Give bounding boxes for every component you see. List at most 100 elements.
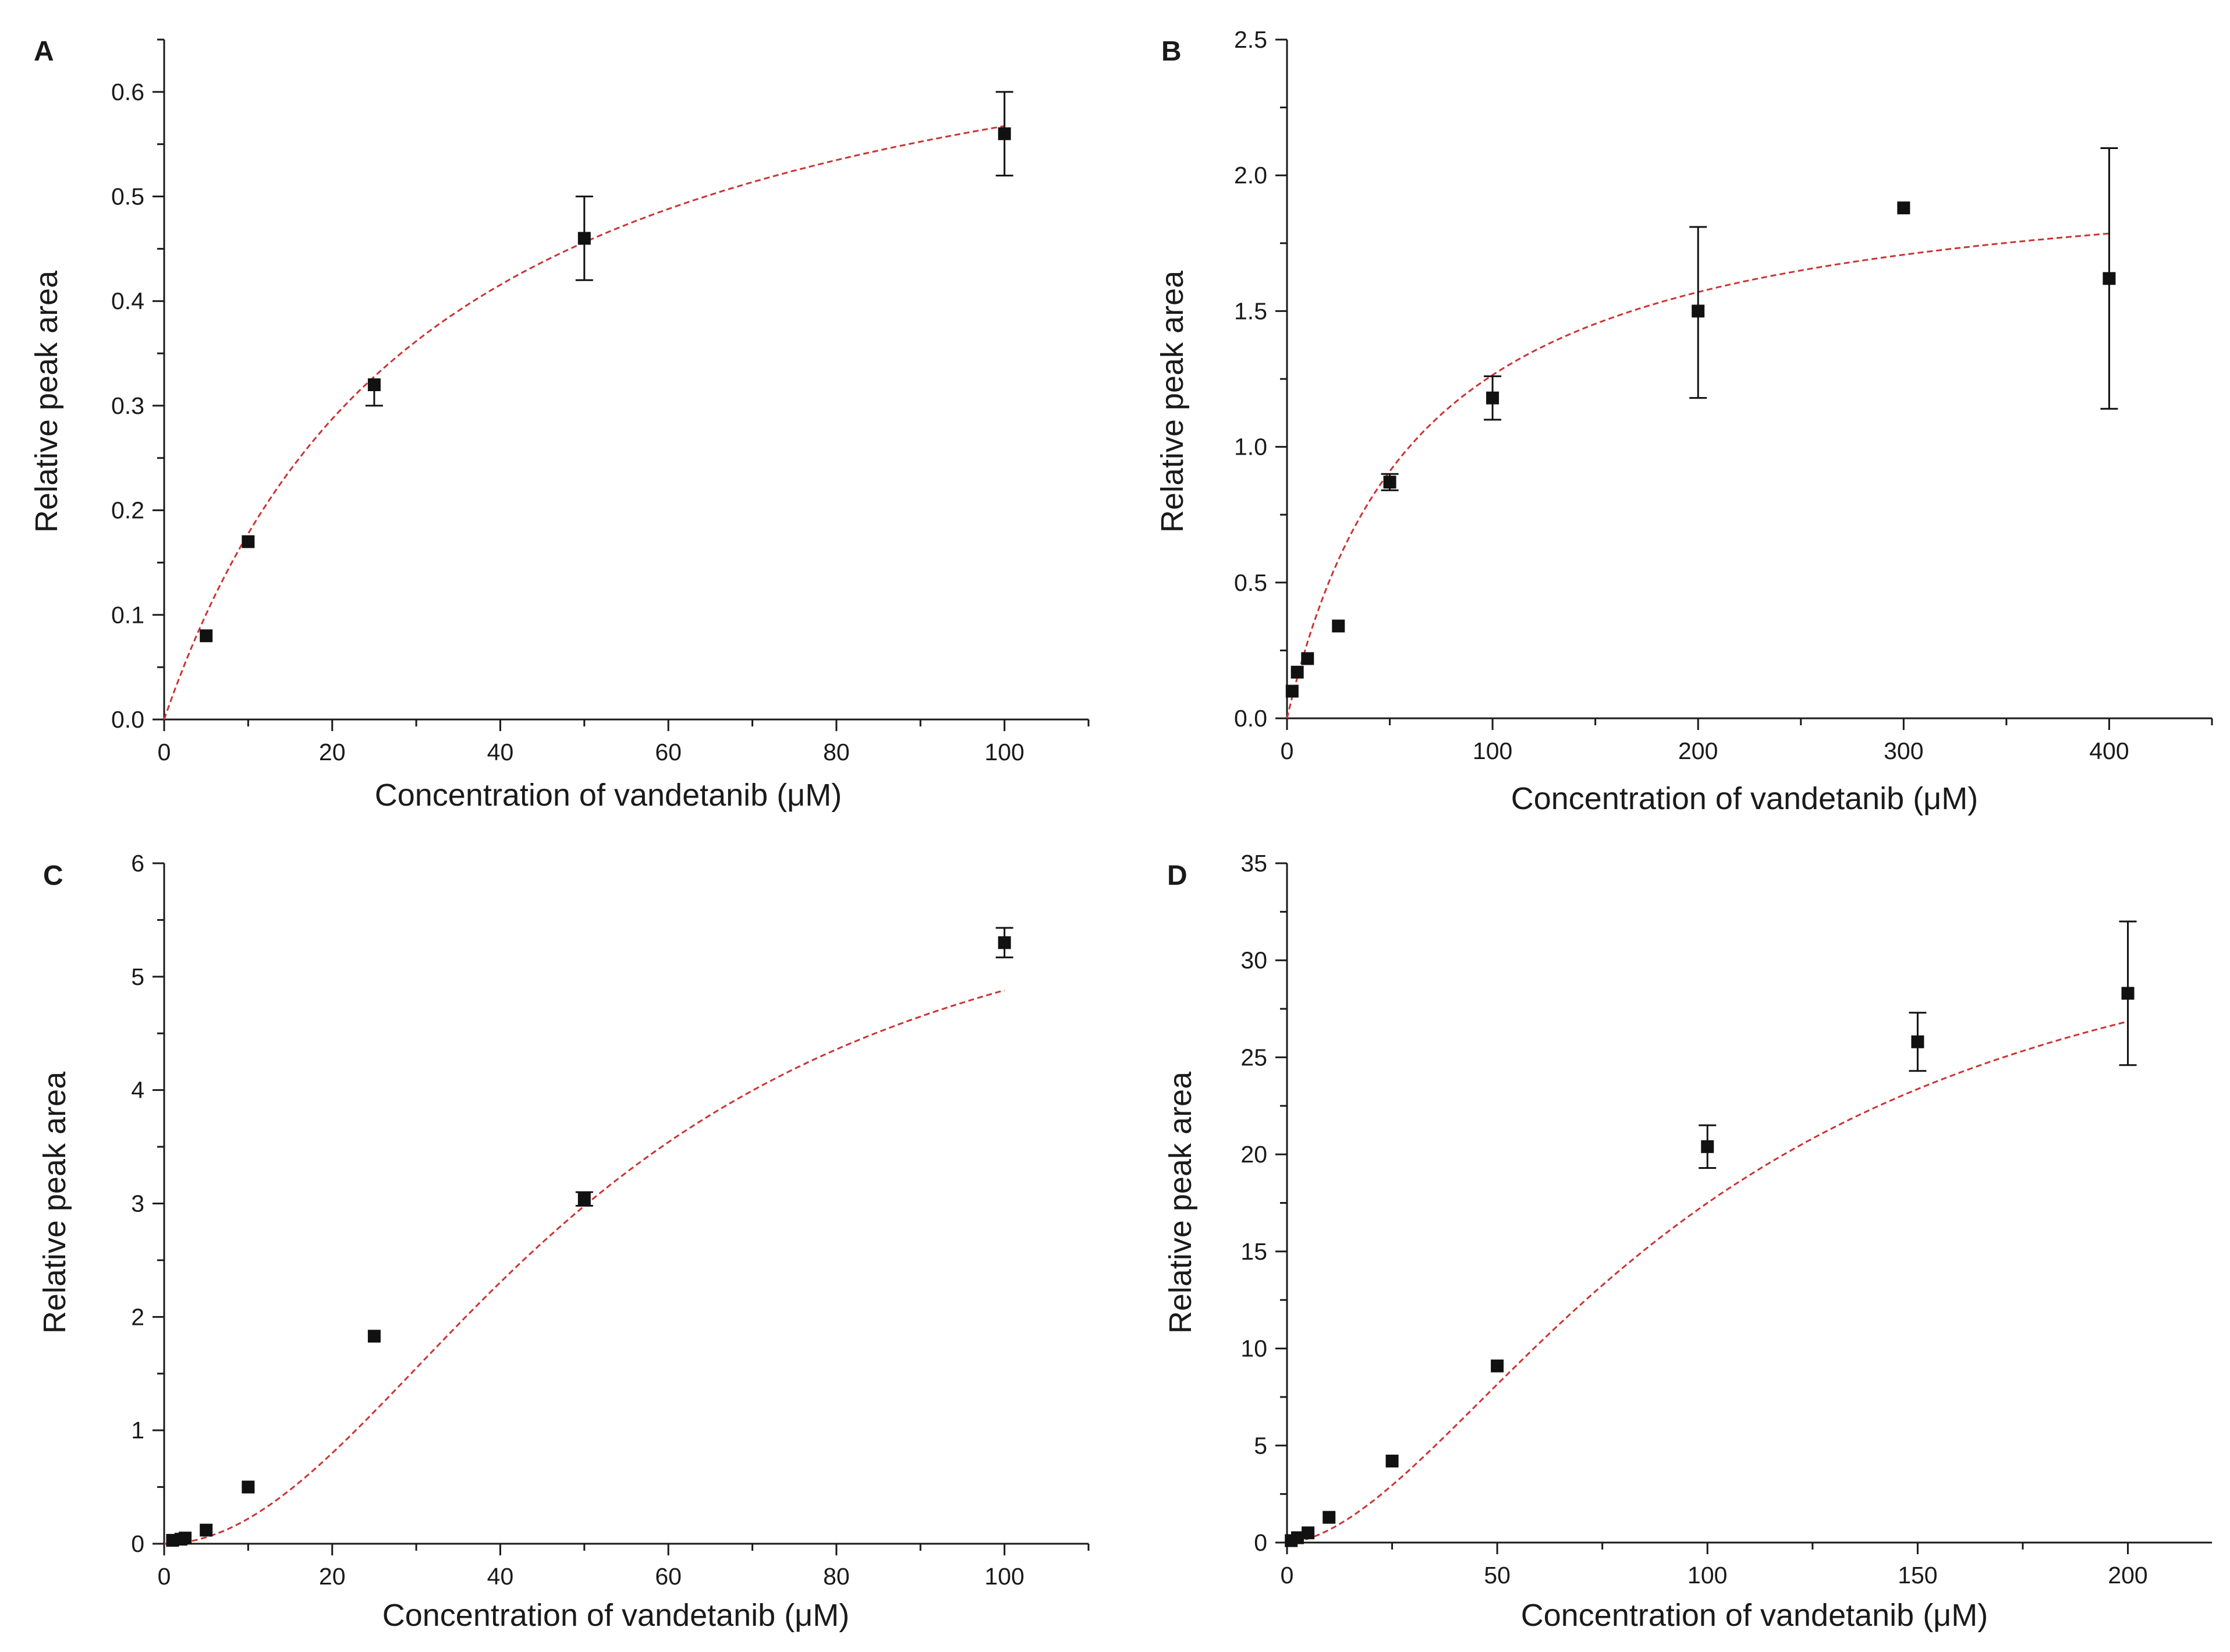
panel-d-fit-curve xyxy=(1286,1020,2128,1544)
panel-d-data-point xyxy=(1291,1531,1304,1544)
panel-d-x-tick-label: 0 xyxy=(1281,1562,1294,1589)
panel-b-data-point xyxy=(1692,304,1705,318)
panel-d-y-tick-label: 10 xyxy=(1240,1335,1267,1362)
panel-d-data-point xyxy=(1491,1359,1504,1373)
panel-c: C 0 20 40 60 80 100 0 1 2 3 4 5 6 Concentration of v… xyxy=(37,850,1090,1633)
panel-a-data-point xyxy=(242,535,255,548)
panel-d-data-point xyxy=(2121,987,2135,1000)
panel-b-marks: 0 100 200 300 400 0.0 0.5 1.0 1.5 2.0 2.5 xyxy=(1234,26,2213,764)
panel-b-data-point xyxy=(1383,476,1396,489)
panel-d-label: D xyxy=(1167,860,1187,891)
panel-a-x-axis-title: Concentration of vandetanib (μM) xyxy=(375,778,842,813)
panel-b-y-axis-title: Relative peak area xyxy=(1155,270,1190,533)
panel-d-error-bar xyxy=(2119,920,2137,1066)
panel-d-x-tick-label: 150 xyxy=(1898,1562,1937,1589)
panel-b-y-tick-label: 2.5 xyxy=(1234,26,1267,53)
panel-b-y-tick-label: 0.0 xyxy=(1234,705,1267,732)
panel-c-data-point xyxy=(242,1480,255,1494)
panel-b-x-tick-label: 0 xyxy=(1281,738,1294,764)
panel-c-y-tick-label: 2 xyxy=(131,1303,144,1330)
panel-a-x-tick-label: 20 xyxy=(319,739,346,765)
panel-b-x-tick-label: 400 xyxy=(2089,738,2129,764)
panel-c-plot-area xyxy=(164,863,1089,1544)
panel-d-y-tick-label: 15 xyxy=(1240,1238,1267,1265)
panel-a-y-tick-label: 0.0 xyxy=(111,706,144,733)
panel-b-data-point xyxy=(1301,652,1314,665)
panel-a-y-tick-label: 0.6 xyxy=(111,79,144,105)
panel-a-error-bar xyxy=(575,196,593,281)
panel-b-y-tick-label: 0.5 xyxy=(1234,569,1267,596)
panel-d-x-tick-label: 100 xyxy=(1687,1562,1727,1589)
panel-b-x-tick-label: 300 xyxy=(1884,738,1923,764)
panel-b-data-point xyxy=(1332,619,1345,633)
panel-c-label: C xyxy=(43,860,63,891)
panel-a: A 0 20 40 60 80 100 0.0 0.1 0.2 0.3 0.4 0.5 0.6 Conc… xyxy=(29,36,1090,813)
panel-b-label: B xyxy=(1161,36,1182,67)
panel-c-y-tick-label: 5 xyxy=(131,963,144,990)
panel-b-y-tick-label: 1.5 xyxy=(1234,297,1267,324)
panel-d-data-point xyxy=(1911,1035,1924,1048)
panel-c-x-tick-label: 100 xyxy=(984,1563,1024,1590)
panel-b-x-axis-title: Concentration of vandetanib (μM) xyxy=(1511,781,1979,816)
panel-a-y-axis-title: Relative peak area xyxy=(29,270,64,533)
panel-a-x-tick-label: 100 xyxy=(984,739,1024,765)
panel-b-data-point xyxy=(1897,201,1910,215)
panel-a-data-point xyxy=(577,232,591,245)
panel-b-y-tick-label: 1.0 xyxy=(1234,434,1267,460)
panel-c-y-tick-label: 1 xyxy=(131,1417,144,1444)
panel-d-plot-area xyxy=(1287,863,2212,1543)
panel-a-data-point xyxy=(200,629,213,643)
panel-d-x-tick-label: 200 xyxy=(2108,1562,2147,1589)
panel-c-y-tick-label: 4 xyxy=(131,1077,144,1104)
panel-a-y-tick-label: 0.2 xyxy=(111,497,144,524)
panel-d-x-tick-label: 50 xyxy=(1484,1562,1511,1589)
panel-c-data-point xyxy=(179,1532,192,1545)
panel-c-y-axis-title: Relative peak area xyxy=(37,1071,72,1334)
panel-a-y-tick-label: 0.5 xyxy=(111,183,144,210)
panel-d-data-point xyxy=(1701,1140,1714,1153)
panel-a-y-tick-label: 0.4 xyxy=(111,288,144,314)
panel-a-y-tick-label: 0.1 xyxy=(111,601,144,628)
panel-b-data-point xyxy=(1486,391,1499,405)
panel-c-y-tick-label: 3 xyxy=(131,1190,144,1217)
panel-d-y-tick-label: 0 xyxy=(1254,1529,1267,1556)
panel-b-plot-area xyxy=(1287,40,2212,718)
panel-a-x-tick-label: 0 xyxy=(158,739,171,765)
panel-b-y-tick-label: 2.0 xyxy=(1234,162,1267,189)
panel-c-data-point xyxy=(577,1192,591,1206)
panel-c-data-point xyxy=(998,936,1011,949)
panel-c-x-tick-label: 80 xyxy=(823,1563,850,1590)
panel-d-y-axis-title: Relative peak area xyxy=(1163,1071,1198,1334)
panel-c-y-tick-label: 6 xyxy=(131,850,144,877)
panel-a-plot-area xyxy=(164,40,1089,719)
panel-d-data-point xyxy=(1385,1454,1399,1467)
panel-d-y-tick-label: 25 xyxy=(1240,1044,1267,1070)
panel-c-marks: 0 20 40 60 80 100 0 1 2 3 4 5 6 xyxy=(131,850,1090,1590)
panel-a-marks: 0 20 40 60 80 100 0.0 0.1 0.2 0.3 0.4 0.5 0.6 xyxy=(111,38,1090,765)
panel-c-fit-curve xyxy=(164,989,1005,1545)
panel-d-y-tick-label: 20 xyxy=(1240,1141,1267,1168)
panel-d-marks: 0 50 100 150 200 0 5 10 15 20 25 30 35 xyxy=(1240,850,2212,1589)
panel-c-x-tick-label: 20 xyxy=(319,1563,346,1590)
panel-c-x-tick-label: 0 xyxy=(158,1563,171,1590)
panel-b-data-point xyxy=(2103,272,2116,285)
panel-c-y-tick-label: 0 xyxy=(131,1530,144,1557)
panel-a-x-tick-label: 60 xyxy=(655,739,682,765)
panel-b-data-point xyxy=(1285,685,1299,698)
panel-d-data-point xyxy=(1323,1511,1336,1524)
panel-a-data-point xyxy=(998,127,1011,140)
panel-b: B 0 100 200 300 400 0.0 0.5 1.0 1.5 2.0 2.5 Concen… xyxy=(1155,26,2213,816)
panel-d: D 0 50 100 150 200 0 5 10 15 20 25 30 35 Concentrati… xyxy=(1163,850,2212,1633)
panel-b-error-bar xyxy=(1689,226,1707,399)
panel-a-x-tick-label: 80 xyxy=(823,739,850,765)
panel-d-y-tick-label: 30 xyxy=(1240,947,1267,974)
panel-c-data-point xyxy=(200,1523,213,1537)
panel-d-x-axis-title: Concentration of vandetanib (μM) xyxy=(1521,1598,1988,1633)
panel-d-y-tick-label: 5 xyxy=(1254,1432,1267,1459)
panel-d-data-point xyxy=(1302,1526,1315,1540)
panel-b-error-bar xyxy=(2100,147,2118,410)
panel-a-y-tick-label: 0.3 xyxy=(111,392,144,419)
panel-b-data-point xyxy=(1291,665,1304,679)
panel-c-x-tick-label: 40 xyxy=(487,1563,514,1590)
